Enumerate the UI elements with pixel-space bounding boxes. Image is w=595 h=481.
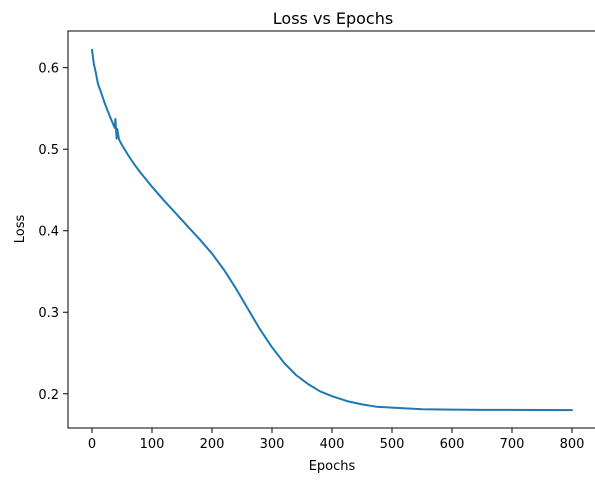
x-tick-label: 700 xyxy=(500,437,525,452)
y-tick-label: 0.3 xyxy=(38,306,59,321)
x-tick-label: 300 xyxy=(260,437,285,452)
y-tick-label: 0.6 xyxy=(38,62,59,77)
y-axis-label: Loss xyxy=(13,215,28,244)
x-tick-label: 0 xyxy=(88,437,96,452)
x-tick-label: 100 xyxy=(140,437,165,452)
x-tick-label: 600 xyxy=(440,437,465,452)
loss-line xyxy=(91,48,573,412)
x-tick-label: 200 xyxy=(200,437,225,452)
y-tick-label: 0.4 xyxy=(38,225,59,240)
x-axis-label: Epochs xyxy=(309,459,356,474)
x-tick-label: 800 xyxy=(560,437,585,452)
x-tick-label: 500 xyxy=(380,437,405,452)
y-axis: 0.2 0.3 0.4 0.5 0.6 xyxy=(38,62,68,403)
x-tick-label: 400 xyxy=(320,437,345,452)
y-tick-label: 0.5 xyxy=(38,143,59,158)
x-axis: 0 100 200 300 400 500 600 700 800 xyxy=(88,428,585,452)
plot-frame xyxy=(67,30,595,429)
y-tick-label: 0.2 xyxy=(38,388,59,403)
chart-title: Loss vs Epochs xyxy=(273,9,393,28)
series-layer xyxy=(91,48,573,412)
